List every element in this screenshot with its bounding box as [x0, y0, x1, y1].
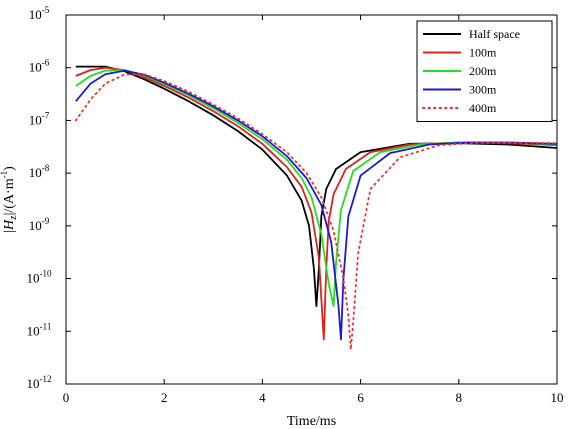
x-axis-label: Time/ms: [287, 414, 336, 429]
legend-label-0: Half space: [469, 27, 520, 41]
x-tick-label-1: 2: [161, 390, 168, 405]
y-tick-exp-4: -8: [42, 163, 50, 173]
y-axis-label-subscript: z: [8, 215, 19, 220]
y-axis-label-suffix: |/(A·m: [2, 178, 17, 215]
y-tick-base-6: 10: [29, 60, 42, 75]
y-tick-base-5: 10: [29, 112, 42, 127]
y-axis-label-close: ): [2, 166, 17, 171]
legend-label-1: 100m: [469, 46, 497, 60]
legend-label-3: 300m: [469, 83, 497, 97]
y-tick-label-0: 10-12: [27, 374, 52, 391]
y-tick-exp-3: -9: [42, 216, 50, 226]
series-line-0: [75, 65, 558, 308]
y-tick-exp-0: -12: [40, 374, 52, 384]
y-tick-label-5: 10-7: [29, 110, 50, 127]
x-tick-label-0: 0: [63, 390, 70, 405]
plot-frame: [65, 14, 558, 385]
y-axis-label-symbol: H: [2, 219, 17, 231]
y-axis-label-exponent: -1: [0, 171, 9, 179]
y-tick-exp-1: -11: [40, 321, 52, 331]
x-tick-label-3: 6: [357, 390, 364, 405]
y-axis-label-prefix: |: [2, 230, 17, 233]
y-tick-label-2: 10-10: [27, 269, 52, 286]
legend: Half space 100m 200m 300m 400m: [416, 20, 553, 122]
x-tick-label-5: 10: [551, 390, 564, 405]
y-tick-base-3: 10: [29, 218, 42, 233]
series-line-3: [75, 69, 558, 341]
y-tick-label-4: 10-8: [29, 163, 50, 180]
y-tick-label-1: 10-11: [27, 321, 52, 338]
y-tick-exp-2: -10: [40, 269, 52, 279]
y-tick-base-0: 10: [27, 376, 40, 391]
y-tick-label-3: 10-9: [29, 216, 50, 233]
x-tick-label-2: 4: [259, 390, 266, 405]
y-tick-label-7: 10-5: [29, 5, 50, 22]
y-tick-base-1: 10: [27, 323, 40, 338]
y-tick-exp-6: -6: [42, 58, 50, 68]
y-axis-label: |Hz|/(A·m-1): [0, 166, 19, 233]
y-tick-label-6: 10-6: [29, 58, 50, 75]
ticks-layer: 0 2 4 6 8 1010-1210-1110-1010-910-810-710-610…: [27, 5, 564, 405]
y-tick-base-2: 10: [27, 271, 40, 286]
x-tick-label-4: 8: [456, 390, 463, 405]
legend-label-2: 200m: [469, 64, 497, 78]
y-tick-exp-7: -5: [42, 5, 50, 15]
legend-label-4: 400m: [469, 101, 497, 115]
y-tick-base-7: 10: [29, 7, 42, 22]
series-layer: [74, 65, 558, 351]
series-line-4: [74, 73, 558, 351]
y-tick-base-4: 10: [29, 165, 42, 180]
series-line-1: [75, 66, 558, 341]
y-tick-exp-5: -7: [42, 110, 50, 120]
